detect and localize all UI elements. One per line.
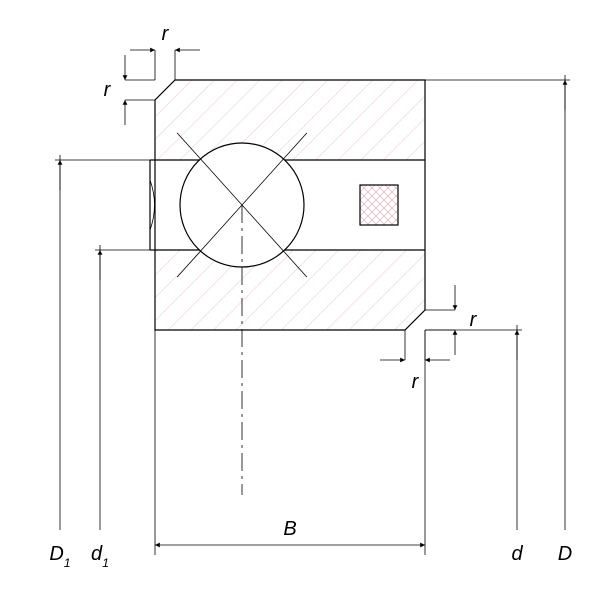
label-r-bot-v: r: [470, 309, 478, 331]
label-r-top-v: r: [104, 79, 112, 101]
cage: [360, 185, 398, 225]
label-d1: d1: [91, 543, 109, 570]
label-r-top-h: r: [162, 23, 170, 45]
bearing-body: [150, 80, 425, 330]
label-B: B: [283, 518, 296, 540]
label-D1: D1: [49, 543, 70, 570]
diagram-svg: r r r r B D1 d1 d D: [0, 0, 600, 600]
bearing-cross-section-diagram: r r r r B D1 d1 d D: [0, 0, 600, 600]
label-D: D: [558, 543, 572, 565]
label-r-bot-h: r: [412, 371, 420, 393]
label-d: d: [511, 543, 523, 565]
